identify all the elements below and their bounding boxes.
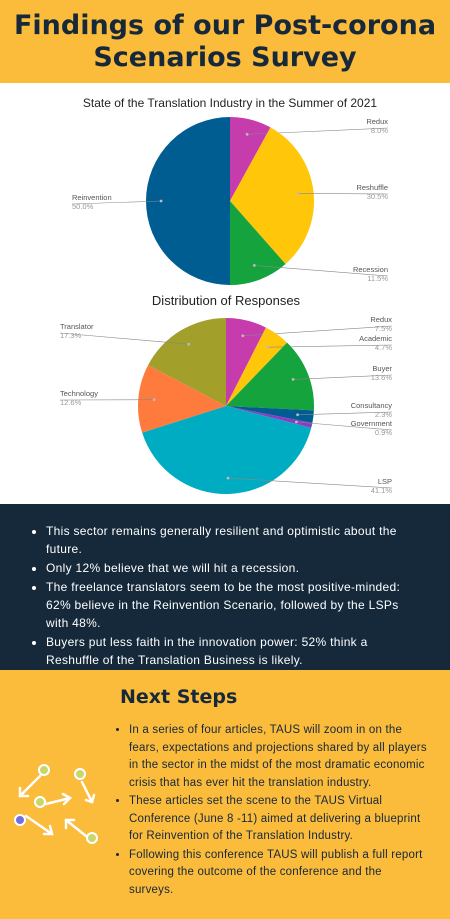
slice-value-label: 7.5% <box>375 324 392 333</box>
slice-label: Redux <box>370 315 392 324</box>
leader-dot <box>296 413 299 417</box>
slice-value-label: 0.9% <box>375 428 392 437</box>
page-title: Findings of our Post-corona Scenarios Su… <box>0 0 450 74</box>
chart-title: State of the Translation Industry in the… <box>83 96 377 110</box>
leader-dot <box>252 264 256 267</box>
finding-item: Buyers put less faith in the innovation … <box>46 633 420 669</box>
slice-label: Recession <box>353 265 388 274</box>
slice-value-label: 30.5% <box>367 192 389 201</box>
leader-dot <box>297 192 300 195</box>
next-steps-section: Next Steps In a series of four articles,… <box>0 670 450 919</box>
pie-slice-redux <box>226 318 266 406</box>
slice-label: Academic <box>359 334 392 343</box>
header-banner: Findings of our Post-corona Scenarios Su… <box>0 0 450 83</box>
leader-dot <box>291 378 295 381</box>
leader-line <box>254 265 389 277</box>
pie-slice-reshuffle <box>230 127 315 265</box>
leader-line <box>293 374 393 380</box>
findings-section: This sector remains generally resilient … <box>0 504 450 670</box>
slice-value-label: 50.0% <box>72 202 94 211</box>
page-title-line2: Scenarios Survey <box>93 42 357 73</box>
leader-dot <box>152 398 156 402</box>
slice-value-label: 2.3% <box>375 410 392 419</box>
leader-dot <box>226 476 230 480</box>
slice-label: Consultancy <box>351 401 393 410</box>
leader-dot <box>159 199 163 203</box>
slice-value-label: 8.0% <box>371 126 388 135</box>
leader-dot <box>241 334 245 338</box>
slice-value-label: 41.1% <box>371 486 393 495</box>
leader-dot <box>295 420 298 424</box>
findings-list: This sector remains generally resilient … <box>0 504 450 669</box>
leader-line <box>297 411 393 416</box>
next-steps-list: In a series of four articles, TAUS will … <box>113 722 429 900</box>
pie-slice-redux <box>230 117 271 201</box>
slice-label: Redux <box>366 117 388 126</box>
chart-title: Distribution of Responses <box>152 293 301 308</box>
slice-label: Reshuffle <box>356 183 388 192</box>
leader-dot <box>187 342 191 346</box>
finding-item: Only 12% believe that we will hit a rece… <box>46 559 420 577</box>
slice-label: Government <box>351 419 393 428</box>
finding-item: The freelance translators seem to be the… <box>46 578 420 632</box>
slice-value-label: 13.6% <box>371 373 393 382</box>
pie-slice-technology <box>138 365 226 433</box>
slice-label: LSP <box>378 477 392 486</box>
page-title-line1: Findings of our Post-corona <box>13 10 437 41</box>
slice-value-label: 12.6% <box>60 398 82 407</box>
pie-slice-lsp <box>142 406 312 495</box>
leader-line <box>296 421 393 431</box>
leader-dot <box>245 132 249 136</box>
next-step-item: In a series of four articles, TAUS will … <box>129 722 429 792</box>
leader-line <box>71 200 162 205</box>
slice-value-label: 4.7% <box>375 343 392 352</box>
slice-label: Buyer <box>372 364 392 373</box>
finding-item: This sector remains generally resilient … <box>46 522 420 558</box>
next-step-item: These articles set the scene to the TAUS… <box>129 793 429 846</box>
pie-charts: State of the Translation Industry in the… <box>59 96 393 495</box>
pie-slice-recession <box>230 201 286 285</box>
slice-label: Translator <box>60 322 94 331</box>
slice-value-label: 17.3% <box>60 331 82 340</box>
slice-value-label: 11.5% <box>367 274 388 283</box>
slice-label: Reinvention <box>72 193 112 202</box>
charts-panel: State of the Translation Industry in the… <box>0 83 450 504</box>
pie-slice-buyer <box>226 342 315 411</box>
leader-line <box>298 193 389 195</box>
leader-line <box>227 477 393 489</box>
connected-nodes-arrows-icon <box>14 764 98 844</box>
pie-slice-translator <box>148 318 226 406</box>
pie-slice-consultancy <box>226 406 314 424</box>
next-steps-title: Next Steps <box>120 686 238 708</box>
pie-slice-reinvention <box>146 117 230 285</box>
leader-line <box>59 332 189 345</box>
next-step-item: Following this conference TAUS will publ… <box>129 847 429 900</box>
pie-slice-government <box>226 406 313 428</box>
leader-dot <box>266 345 270 349</box>
slice-label: Technology <box>60 389 98 398</box>
